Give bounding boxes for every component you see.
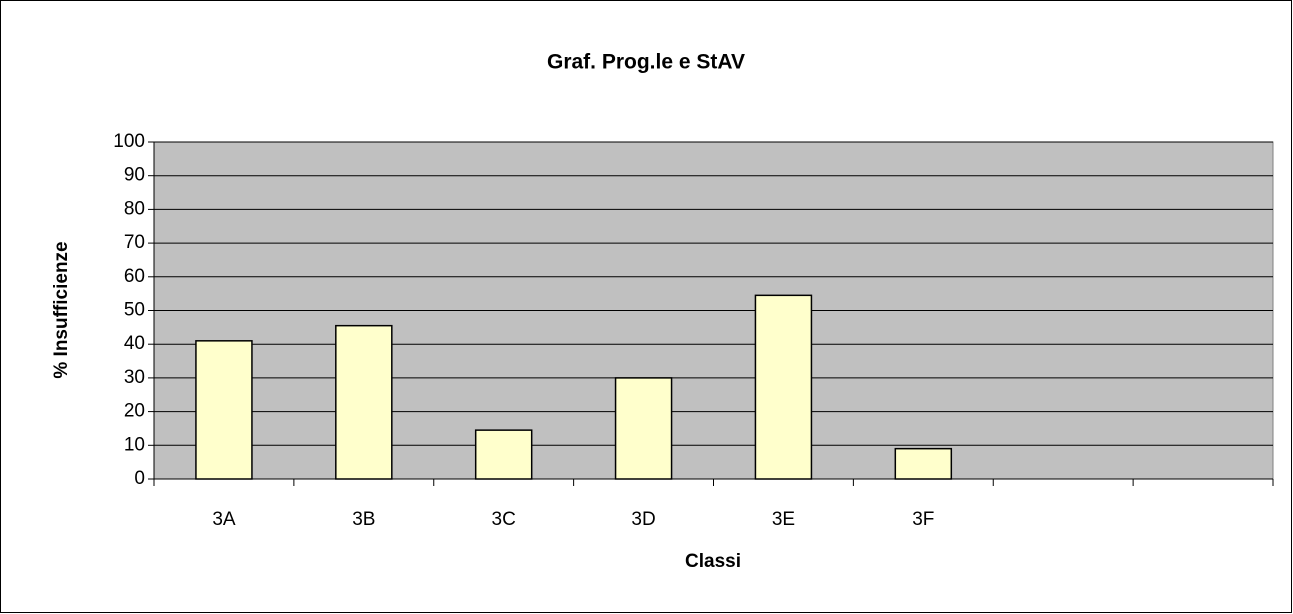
x-tick-label: 3D — [631, 509, 655, 530]
bar — [195, 340, 253, 480]
y-tick-label: 30 — [124, 367, 145, 388]
y-tick-label: 10 — [124, 434, 145, 455]
y-tick-label: 40 — [124, 333, 145, 354]
bar — [754, 294, 813, 480]
y-tick-label: 50 — [124, 300, 145, 321]
y-tick-label: 60 — [124, 266, 145, 287]
y-tick-label: 100 — [113, 131, 145, 152]
y-tick-label: 0 — [134, 468, 145, 489]
x-axis-label: Classi — [685, 551, 741, 572]
x-tick-label: 3C — [492, 509, 516, 530]
bar — [614, 377, 673, 480]
y-axis-label: % Insufficienze — [51, 241, 72, 378]
y-tick-label: 20 — [124, 401, 145, 422]
x-tick-label: 3B — [352, 509, 375, 530]
bar — [335, 324, 393, 480]
x-tick-label: 3E — [772, 509, 795, 530]
y-tick-label: 70 — [124, 232, 145, 253]
x-tick-label: 3A — [212, 509, 236, 530]
x-tick-label: 3F — [912, 509, 934, 530]
y-tick-label: 80 — [124, 198, 145, 219]
bar — [894, 447, 953, 480]
y-tick-label: 90 — [124, 165, 145, 186]
chart-title: Graf. Prog.le e StAV — [547, 51, 745, 74]
bar — [474, 429, 533, 480]
